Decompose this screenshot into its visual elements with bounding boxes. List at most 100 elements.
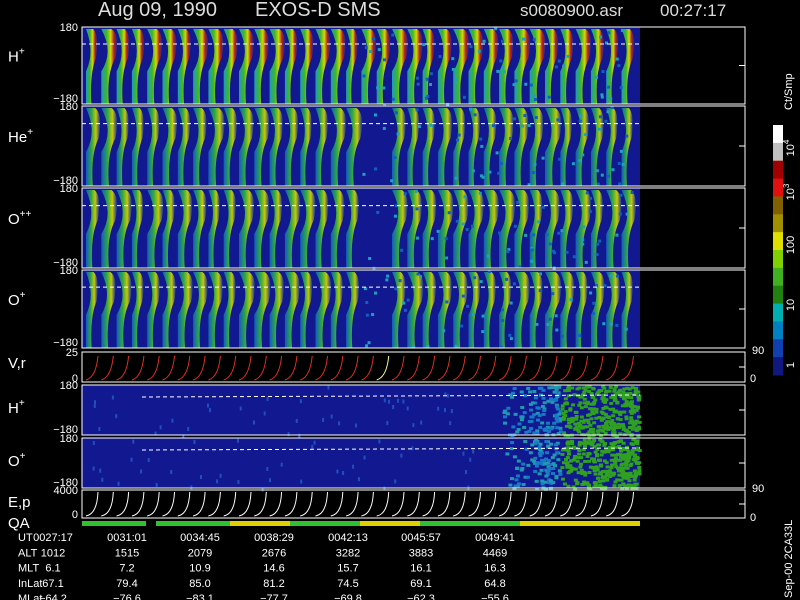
speckle [551,467,556,471]
speckle [425,77,429,81]
speckle [623,472,628,476]
speckle [593,483,598,487]
speckle [585,191,589,195]
speckle [620,28,624,32]
ep-curve [437,491,451,517]
speckle [596,458,601,462]
ep-curve [315,491,328,517]
speckle [540,482,545,486]
speckle [563,414,568,418]
stripe [575,272,588,349]
speckle [532,233,536,237]
speckle [637,394,642,398]
speckle [553,251,557,255]
speckle [613,459,618,463]
stripe [208,190,220,269]
speckle [619,85,623,89]
speckle [625,212,629,216]
stripe [315,190,329,269]
speckle [363,287,367,291]
table-label: MLT [18,563,39,575]
stripe [621,107,633,187]
speckle [634,440,639,444]
speckle [534,464,539,468]
stripe [86,272,98,349]
speckle [600,429,605,433]
speckle [607,31,611,35]
speckle [565,456,570,460]
speckle [598,115,602,119]
speckle [534,479,539,483]
speckle [575,459,580,463]
stripe [514,28,531,105]
speckle [612,387,617,391]
speckle [473,113,477,117]
speckle [520,418,525,422]
speckle [594,410,599,414]
speckle [611,473,616,477]
qa-bar [156,521,230,526]
speckle [206,403,209,408]
stripe [284,107,299,187]
speckle [182,434,185,439]
stripe [147,28,163,105]
table-value: 69.1 [410,578,431,590]
speckle [94,400,97,405]
speckle [130,457,133,462]
table-value: 1012 [41,547,65,559]
speckle [603,442,608,446]
vr-curve [330,355,344,381]
stripe [590,272,605,349]
speckle [637,449,642,453]
ep-curve [422,491,436,517]
speckle [577,448,582,452]
speckle [590,395,595,399]
stripe [468,107,481,187]
vr-curve [254,355,267,381]
speckle [391,33,395,37]
speckle [579,419,584,423]
speckle [524,430,529,434]
speckle [582,397,587,401]
speckle [582,482,587,486]
colorbar-cell [773,214,783,233]
speckle [627,426,632,430]
speckle [612,441,617,445]
speckle [587,459,592,463]
speckle [590,457,595,461]
speckle [619,193,623,197]
speckle [633,390,638,394]
speckle [615,400,620,404]
stripe [284,190,301,269]
stripe [254,272,271,349]
speckle [287,432,290,437]
speckle [437,406,440,411]
speckle [479,280,483,284]
speckle [549,427,554,431]
speckle [621,441,626,445]
speckle [579,462,584,466]
speckle [599,472,604,476]
stripe [606,272,620,349]
speckle [548,397,553,401]
speckle [546,459,551,463]
speckle [580,432,585,436]
colorbar-label: 1 [785,362,797,368]
vr-curve [131,355,145,381]
speckle [219,473,222,478]
speckle [592,485,597,489]
speckle [569,459,574,463]
speckle [636,446,641,450]
speckle [595,468,600,472]
speckle [187,426,190,431]
stripe [590,107,604,187]
stripe [499,272,512,349]
table-value: −64.2 [39,593,67,600]
speckle [528,402,533,406]
speckle [563,397,568,401]
speckle [99,468,102,473]
stripe [162,272,176,349]
speckle [566,417,571,421]
speckle [590,466,595,470]
colorbar-cell [773,267,783,287]
